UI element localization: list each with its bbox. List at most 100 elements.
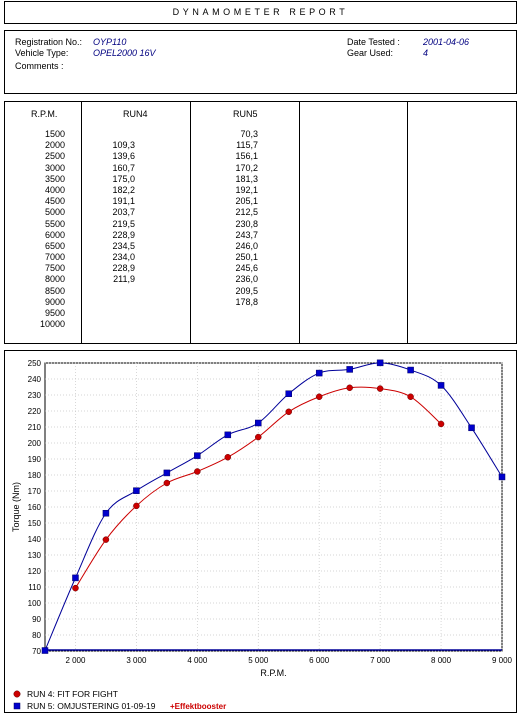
- column-header-run4: RUN4: [123, 109, 148, 119]
- x-tick-label: 2 000: [65, 656, 86, 665]
- run5-cell: [228, 308, 258, 319]
- x-tick-label: 6 000: [309, 656, 330, 665]
- rpm-cell: 4500: [44, 196, 65, 207]
- torque-chart: 70 80 90 100 110 120 130 140 150 160 170 180 190 200 2…: [11, 359, 513, 711]
- title-box: DYNAMOMETER REPORT: [4, 1, 517, 24]
- run4-cell: 109,3: [112, 140, 135, 151]
- run5-cell: 212,5: [235, 207, 258, 218]
- run4-cell: 175,0: [112, 173, 135, 184]
- x-tick-label: 9 000: [492, 656, 513, 665]
- rpm-cell: 9500: [44, 308, 65, 318]
- y-axis-label: Torque (Nm): [11, 482, 21, 532]
- run5-cell: 205,1: [235, 196, 258, 207]
- y-tick-label: 180: [28, 471, 42, 480]
- gear-used-label: Gear Used:: [347, 48, 394, 58]
- run5-point: [163, 469, 171, 477]
- run4-point: [437, 420, 445, 428]
- page-title: DYNAMOMETER REPORT: [172, 7, 349, 17]
- rpm-cell: 8500: [44, 285, 65, 296]
- run5-point: [315, 369, 323, 377]
- run5-cell: [228, 319, 258, 330]
- run5-point: [437, 382, 445, 389]
- date-tested-label: Date Tested :: [347, 37, 400, 47]
- run5-cell: 178,8: [235, 296, 258, 307]
- table-divider: [299, 102, 300, 343]
- run5-point: [407, 366, 414, 374]
- y-tick-label: 130: [28, 551, 42, 560]
- run5-cell: 70,3: [240, 129, 258, 139]
- run4-cell: 219,5: [112, 218, 135, 229]
- y-tick-label: 240: [28, 375, 42, 384]
- data-table: R.P.M. RUN4 RUN5 1500 2000 2500 3000 3500 400…: [4, 101, 517, 344]
- run5-point: [224, 431, 232, 439]
- run4-point: [163, 479, 171, 487]
- run5-point: [133, 487, 140, 494]
- vehicle-type-label: Vehicle Type:: [15, 48, 69, 58]
- run5-cell: 170,2: [235, 162, 258, 173]
- series-line-run5: [44, 362, 503, 651]
- y-tick-label: 200: [28, 439, 42, 448]
- y-tick-label: 140: [28, 535, 42, 544]
- run5-cell: 243,7: [235, 229, 258, 240]
- run4-cell: 191,1: [112, 196, 135, 207]
- run4-cell: [105, 308, 135, 319]
- legend-marker-run4: [13, 690, 21, 698]
- vehicle-type-value: OPEL2000 16V: [93, 48, 156, 58]
- run4-column: 109,3 139,6 160,7 175,0 182,2 191,1 203,7 219,5…: [105, 129, 135, 330]
- run4-point: [194, 468, 201, 475]
- y-tick-label: 160: [28, 503, 42, 512]
- run5-point: [72, 574, 79, 582]
- rpm-cell: 2000: [44, 140, 65, 151]
- x-tick-label: 7 000: [370, 656, 391, 665]
- run5-cell: 236,0: [235, 274, 258, 285]
- run4-cell: [105, 297, 135, 308]
- run5-cell: 192,1: [235, 184, 258, 195]
- x-tick-label: 4 000: [187, 656, 208, 665]
- y-tick-label: 70: [32, 647, 41, 656]
- run5-point: [468, 424, 475, 432]
- rpm-cell: 6500: [44, 240, 65, 251]
- run5-point: [285, 390, 292, 397]
- run4-cell: 203,7: [112, 207, 135, 218]
- run4-cell: 228,9: [112, 229, 135, 240]
- rpm-cell: 4000: [44, 184, 65, 195]
- run4-cell: [105, 319, 135, 330]
- run5-cell: 156,1: [235, 151, 258, 162]
- y-tick-label: 100: [28, 599, 42, 608]
- gear-used-value: 4: [423, 48, 429, 58]
- run4-point: [346, 384, 353, 392]
- table-divider: [190, 102, 191, 343]
- rpm-cell: 10000: [39, 319, 65, 330]
- x-tick-label: 8 000: [431, 656, 452, 665]
- run5-cell: 115,7: [236, 140, 258, 151]
- y-tick-label: 210: [28, 423, 42, 432]
- run5-cell: 250,1: [235, 252, 258, 263]
- y-tick-label: 220: [28, 407, 42, 416]
- run4-cell: [105, 286, 135, 297]
- rpm-cell: 3000: [44, 162, 65, 173]
- run5-cell: 245,6: [235, 263, 258, 274]
- rpm-column: 1500 2000 2500 3000 3500 4000 4500 5000 5500 6000…: [35, 129, 65, 330]
- run4-cell: 234,0: [112, 252, 135, 263]
- x-axis-label: R.P.M.: [260, 668, 286, 678]
- registration-value: OYP110: [93, 37, 127, 47]
- run4-cell: 228,9: [112, 263, 135, 274]
- rpm-cell: 3500: [44, 173, 65, 184]
- rpm-cell: 6000: [44, 229, 65, 240]
- run5-cell: 246,0: [235, 240, 258, 251]
- run4-cell: 139,6: [112, 151, 135, 162]
- run5-point: [194, 452, 201, 459]
- y-tick-label: 90: [32, 615, 41, 624]
- y-tick-label: 80: [32, 631, 41, 640]
- run4-point: [315, 393, 323, 401]
- run4-point: [102, 536, 110, 543]
- run4-cell: 160,7: [112, 162, 135, 173]
- registration-label: Registration No.:: [15, 37, 83, 47]
- run5-point: [41, 647, 49, 654]
- rpm-cell: 5000: [44, 207, 65, 218]
- rpm-cell: 9000: [44, 296, 65, 307]
- info-panel: Registration No.: OYP110 Vehicle Type: O…: [4, 30, 517, 94]
- legend-marker-run5: [13, 702, 21, 710]
- run4-cell: 182,2: [112, 184, 135, 195]
- run4-cell: 211,9: [113, 274, 135, 285]
